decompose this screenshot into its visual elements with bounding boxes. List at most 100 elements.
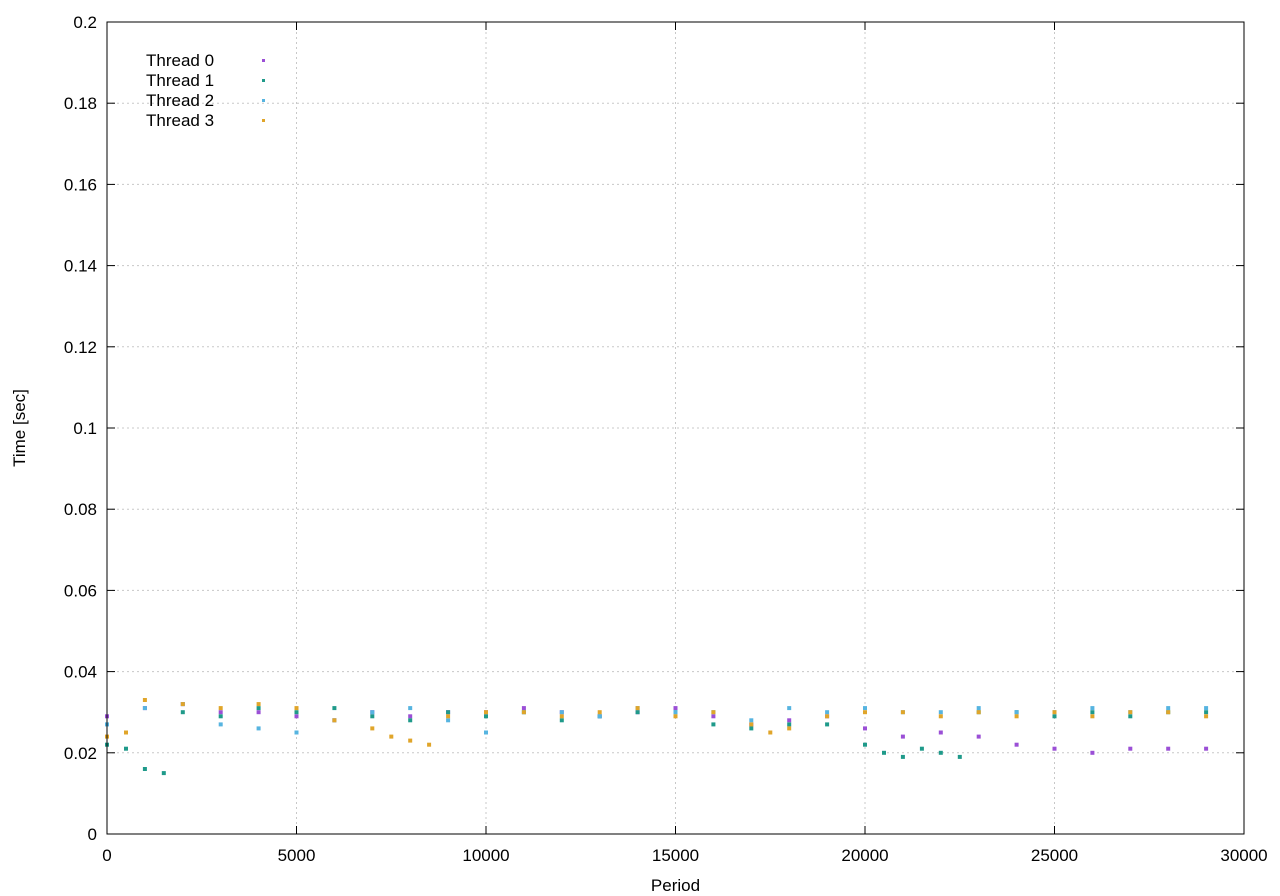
data-point bbox=[749, 722, 754, 727]
data-point bbox=[900, 754, 905, 759]
data-point bbox=[484, 710, 488, 715]
data-point bbox=[294, 706, 299, 711]
data-point bbox=[863, 710, 867, 715]
x-tick-label: 25000 bbox=[1031, 846, 1078, 865]
data-point bbox=[180, 710, 185, 715]
data-point bbox=[711, 710, 716, 715]
data-point bbox=[218, 722, 223, 727]
data-point bbox=[446, 710, 451, 715]
data-point bbox=[1128, 710, 1133, 715]
data-point bbox=[256, 702, 261, 707]
x-axis-title: Period bbox=[651, 876, 700, 895]
data-point bbox=[294, 710, 299, 715]
x-tick-label: 10000 bbox=[462, 846, 509, 865]
data-point bbox=[521, 710, 526, 715]
data-point bbox=[408, 706, 413, 711]
data-point bbox=[408, 714, 413, 719]
x-tick-label: 20000 bbox=[841, 846, 888, 865]
legend-label: Thread 0 bbox=[146, 51, 214, 70]
data-point bbox=[938, 750, 943, 755]
y-tick-label: 0.06 bbox=[64, 581, 97, 600]
data-point bbox=[976, 734, 981, 739]
x-tick-label: 5000 bbox=[278, 846, 316, 865]
data-point bbox=[1014, 742, 1019, 747]
data-point bbox=[218, 706, 223, 711]
data-point bbox=[863, 742, 867, 747]
data-point bbox=[446, 718, 451, 723]
data-point bbox=[976, 706, 981, 711]
data-point bbox=[256, 706, 261, 711]
data-point bbox=[484, 730, 488, 735]
data-point bbox=[484, 714, 488, 719]
y-axis-title: Time [sec] bbox=[10, 389, 29, 467]
data-point bbox=[294, 730, 299, 735]
data-point bbox=[370, 710, 375, 715]
data-point bbox=[882, 750, 886, 755]
legend-label: Thread 1 bbox=[146, 71, 214, 90]
y-tick-label: 0.08 bbox=[64, 500, 97, 519]
data-point bbox=[863, 726, 867, 731]
data-point bbox=[1090, 710, 1095, 715]
legend-marker bbox=[262, 99, 265, 102]
data-point bbox=[863, 706, 867, 711]
data-point bbox=[1014, 710, 1019, 715]
data-point bbox=[938, 730, 943, 735]
data-point bbox=[1090, 714, 1095, 719]
data-point bbox=[673, 706, 678, 711]
data-point bbox=[1166, 746, 1171, 751]
y-tick-label: 0.18 bbox=[64, 94, 97, 113]
data-point bbox=[749, 726, 754, 731]
data-point bbox=[124, 746, 128, 751]
data-point bbox=[787, 726, 792, 731]
data-point bbox=[1014, 714, 1019, 719]
grid-lines bbox=[107, 22, 1244, 834]
data-point bbox=[635, 706, 640, 711]
y-tick-labels: 0 0.02 0.04 0.06 0.08 0.1 0.12 0.14 0.16 0.18 0.2 bbox=[64, 13, 97, 844]
data-point bbox=[673, 714, 678, 719]
data-point bbox=[787, 718, 792, 723]
data-point bbox=[446, 714, 451, 719]
data-point bbox=[1128, 714, 1133, 719]
y-tick-label: 0.12 bbox=[64, 338, 97, 357]
data-point bbox=[370, 726, 375, 731]
data-point bbox=[673, 710, 678, 715]
data-point bbox=[749, 718, 754, 723]
y-tick-label: 0 bbox=[88, 825, 97, 844]
series-3 bbox=[105, 698, 1209, 747]
data-point bbox=[787, 722, 792, 727]
data-point bbox=[919, 746, 924, 751]
data-point bbox=[521, 706, 526, 711]
data-point bbox=[370, 714, 375, 719]
data-point bbox=[976, 710, 981, 715]
data-point bbox=[559, 710, 564, 715]
data-point bbox=[142, 767, 147, 771]
legend-label: Thread 3 bbox=[146, 111, 214, 130]
data-point bbox=[768, 730, 773, 735]
data-point bbox=[142, 698, 147, 702]
data-point bbox=[900, 734, 905, 739]
data-point bbox=[1166, 710, 1171, 715]
legend-marker bbox=[262, 59, 265, 62]
data-point bbox=[332, 706, 337, 711]
data-point bbox=[427, 742, 432, 747]
data-point bbox=[635, 710, 640, 715]
x-tick-labels: 0 5000 10000 15000 20000 25000 30000 bbox=[102, 846, 1267, 865]
data-point bbox=[787, 706, 792, 711]
data-point bbox=[825, 722, 830, 727]
x-tick-label: 0 bbox=[102, 846, 111, 865]
data-point bbox=[161, 771, 166, 776]
data-point bbox=[124, 730, 128, 735]
x-tick-label: 30000 bbox=[1220, 846, 1267, 865]
data-point bbox=[294, 714, 299, 719]
data-point bbox=[1204, 746, 1209, 751]
y-tick-label: 0.04 bbox=[64, 663, 97, 682]
data-point bbox=[597, 710, 602, 715]
data-point bbox=[256, 710, 261, 715]
y-tick-label: 0.16 bbox=[64, 175, 97, 194]
data-point bbox=[1052, 714, 1057, 719]
data-point bbox=[1052, 710, 1057, 715]
y-tick-label: 0.2 bbox=[73, 13, 97, 32]
